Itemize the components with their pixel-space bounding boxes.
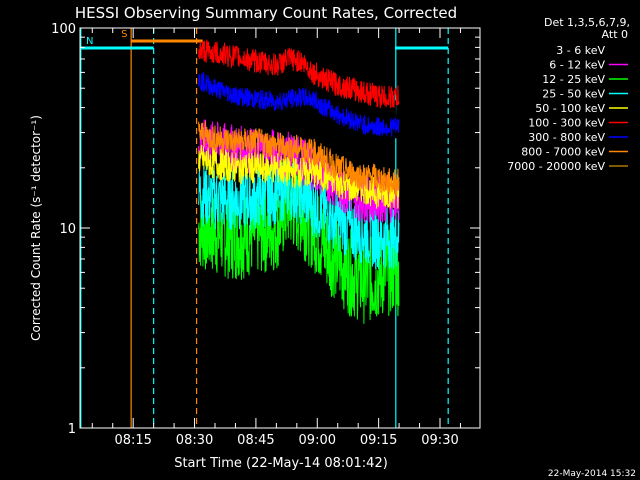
timestamp: 22-May-2014 15:32 <box>548 469 636 479</box>
legend-header-line-1: Det 1,3,5,6,7,9, <box>544 16 630 29</box>
series-line <box>198 121 400 195</box>
legend-label: 12 - 25 keV <box>542 73 605 86</box>
legend-label: 800 - 7000 keV <box>521 146 605 159</box>
x-tick-label: 08:15 <box>114 433 151 448</box>
series-line <box>198 39 400 109</box>
y-tick-label: 1 <box>68 422 76 437</box>
series-line <box>198 72 400 137</box>
series-line <box>198 158 400 270</box>
y-tick-label: 10 <box>59 222 76 237</box>
y-axis-label: Corrected Count Rate (s⁻¹ detector⁻¹) <box>29 115 43 341</box>
legend-label: 100 - 300 keV <box>528 117 605 130</box>
legend-header-line-2: Att 0 <box>602 28 628 41</box>
axes: 1 10 100 08:15 08:30 08:45 09:00 09:15 09:30 <box>51 22 481 448</box>
legend-label: 300 - 800 keV <box>528 131 605 144</box>
x-tick-label: 08:30 <box>176 433 213 448</box>
legend-label: 3 - 6 keV <box>556 44 605 57</box>
legend-label: 6 - 12 keV <box>549 59 605 72</box>
legend-label: 7000 - 20000 keV <box>507 160 605 173</box>
flag-bar-label: S <box>121 29 127 40</box>
legend-label: 50 - 100 keV <box>535 102 605 115</box>
x-tick-label: 08:45 <box>237 433 274 448</box>
chart-title: HESSI Observing Summary Count Rates, Cor… <box>75 4 457 22</box>
y-tick-label: 100 <box>51 22 76 37</box>
x-tick-label: 09:30 <box>421 433 458 448</box>
flag-bar-label: N <box>86 36 93 47</box>
plot-area: SN <box>80 28 449 428</box>
x-tick-label: 09:15 <box>360 433 397 448</box>
x-tick-label: 09:00 <box>299 433 336 448</box>
legend-label: 25 - 50 keV <box>542 88 605 101</box>
x-axis-label: Start Time (22-May-14 08:01:42) <box>174 456 388 471</box>
